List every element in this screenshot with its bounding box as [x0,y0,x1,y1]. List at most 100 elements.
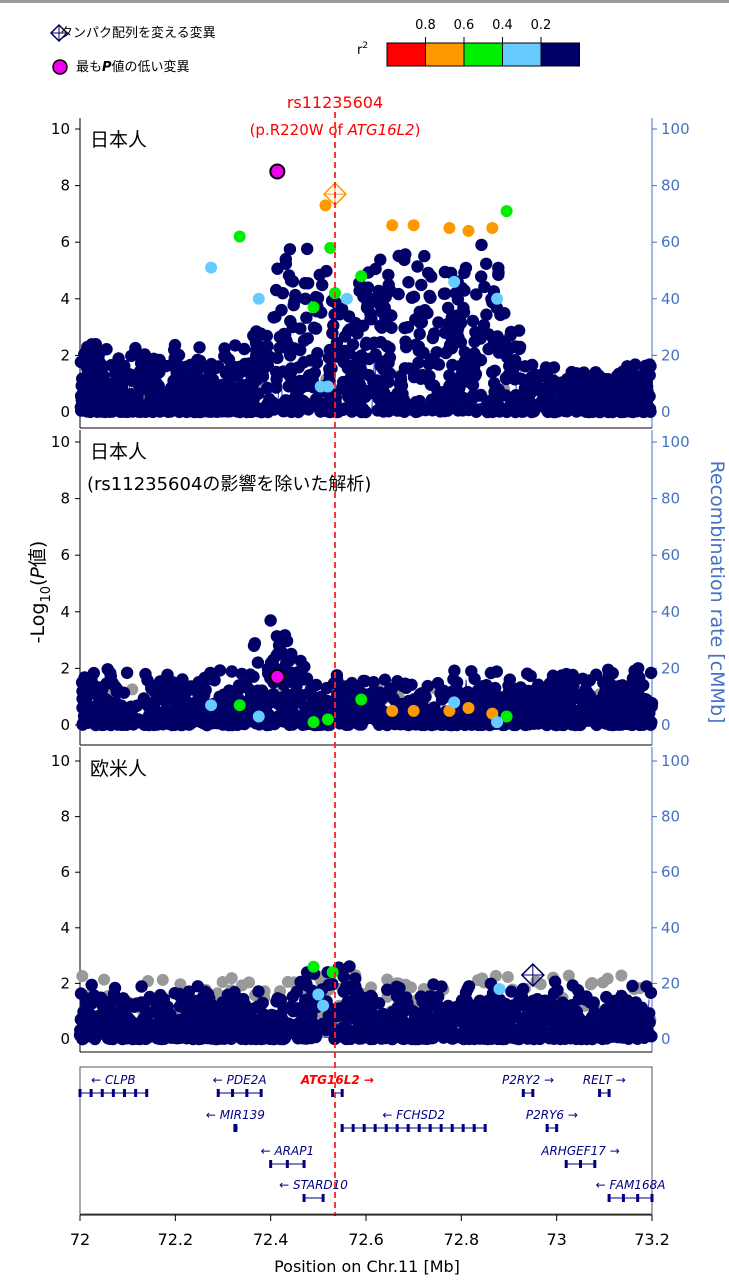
data-point [613,401,626,415]
data-point [331,405,345,419]
data-point [381,983,394,996]
data-point [216,718,230,731]
y-tick-label: 8 [60,808,70,826]
ld-colored-point [493,982,506,995]
coding-variant-diamond-icon [49,23,69,43]
x-tick-label: 72 [70,1230,90,1249]
data-point [246,1032,260,1045]
data-point [337,970,350,983]
data-point [286,275,300,288]
data-point [418,703,431,716]
data-point-grey [615,969,628,982]
data-point [91,1010,105,1023]
data-point [441,301,455,315]
data-point [385,321,398,334]
data-point [251,656,265,669]
data-point [234,381,248,394]
data-point [222,376,236,389]
data-point [104,708,118,722]
data-point [322,1009,335,1022]
data-point [414,990,428,1003]
data-point [146,710,159,724]
data-point [555,669,569,682]
data-point [171,404,184,417]
gene-label: ← PDE2A [213,1073,267,1087]
data-point [178,370,192,383]
data-point [171,709,184,722]
data-point [89,338,103,351]
data-point [632,682,646,695]
data-point [374,1018,387,1031]
legend-diamond [49,23,69,43]
gene-exon [636,1194,640,1202]
data-point [372,375,385,388]
data-point [129,1019,143,1033]
data-point [148,685,161,699]
y2-tick-label: 40 [661,603,680,621]
data-point [269,1009,282,1023]
data-point [600,712,613,726]
data-point [400,340,413,354]
data-point [291,1002,304,1015]
data-point [157,992,171,1006]
data-point [331,688,344,701]
data-point [428,704,442,718]
x-tick-label: 72.8 [444,1230,480,1249]
gene-arhgef17: ARHGEF17 → [540,1144,620,1168]
data-point [237,992,250,1006]
data-point [101,663,114,676]
gene-exon [439,1124,443,1132]
data-point-grey [586,976,599,989]
data-point [479,680,492,693]
data-point [114,1015,127,1028]
data-point [349,364,362,377]
data-point [212,360,225,373]
ld-colored-point [252,292,265,305]
gene-label: ARHGEF17 → [540,1144,620,1158]
y2-tick-label: 100 [661,433,690,451]
data-point [488,377,501,390]
ld-colored-point [326,966,339,979]
data-point-grey [98,973,111,986]
data-point [125,349,138,363]
data-point [398,253,411,267]
data-point [578,402,592,415]
data-point [100,378,113,391]
r2-tick-label: 0.4 [492,18,513,33]
data-point [288,295,301,308]
gene-exon [650,1194,654,1202]
data-point [572,393,586,406]
data-point [264,614,277,627]
ld-colored-point [319,199,332,212]
data-point [391,675,404,688]
data-point [638,400,651,413]
gene-exon [78,1089,82,1097]
gene-label: RELT → [583,1073,626,1087]
gene-track-frame [79,1066,653,1215]
data-point [487,1028,500,1041]
gene-exon [406,1124,410,1132]
gene-exon [598,1089,602,1097]
data-point [350,1009,363,1022]
data-point [541,405,555,419]
data-point [301,242,314,256]
x-tick-label: 73.2 [634,1230,670,1249]
data-point [546,669,560,682]
y2-tick-label: 80 [661,808,680,826]
data-point [597,388,610,402]
data-point [77,354,91,367]
data-point [146,382,159,395]
data-point [631,386,645,399]
data-point [361,298,374,311]
data-point [76,372,89,385]
data-point [406,717,419,731]
data-point [411,260,424,273]
data-point [228,1020,241,1033]
gene-exon [269,1160,273,1168]
data-point [504,325,518,339]
data-point [503,673,516,686]
data-point [468,347,481,360]
data-point [458,266,471,279]
data-point [322,978,336,991]
data-point [257,1017,270,1030]
